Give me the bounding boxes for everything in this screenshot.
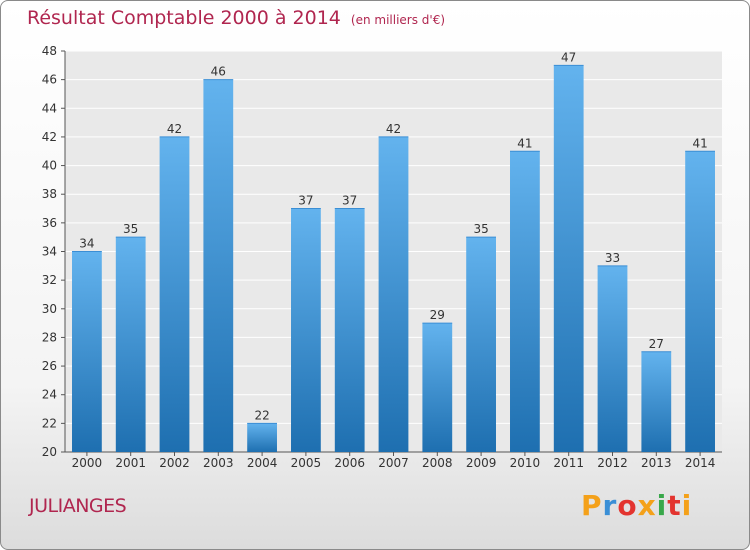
x-tick-label: 2004 xyxy=(247,456,278,470)
data-label: 41 xyxy=(692,136,707,150)
data-label: 27 xyxy=(649,337,664,351)
bar xyxy=(510,151,540,452)
x-tick-label: 2014 xyxy=(685,456,716,470)
y-tick-label: 42 xyxy=(42,130,57,144)
y-tick-label: 32 xyxy=(42,273,57,287)
chart-unit: (en milliers d'€) xyxy=(350,13,446,27)
data-label: 41 xyxy=(517,136,532,150)
data-label: 29 xyxy=(430,308,445,322)
chart-title: Résultat Comptable 2000 à 2014 (en millie… xyxy=(27,7,445,29)
y-tick-label: 22 xyxy=(42,416,57,430)
y-tick-label: 46 xyxy=(42,73,57,87)
bar xyxy=(159,136,190,452)
y-tick-label: 48 xyxy=(42,44,57,58)
y-tick-label: 20 xyxy=(42,445,57,459)
logo-letter: x xyxy=(637,489,657,522)
x-tick-label: 2005 xyxy=(291,456,322,470)
bar xyxy=(422,323,453,452)
bar xyxy=(685,151,715,452)
logo-letter: i xyxy=(656,489,668,522)
x-tick-label: 2011 xyxy=(553,456,584,470)
bar xyxy=(203,79,234,453)
bar xyxy=(466,237,496,452)
x-tick-label: 2000 xyxy=(72,456,103,470)
x-tick-label: 2001 xyxy=(115,456,146,470)
bar xyxy=(115,237,146,452)
x-tick-label: 2003 xyxy=(203,456,234,470)
y-tick-label: 38 xyxy=(42,187,57,201)
bar xyxy=(378,136,409,452)
bar xyxy=(334,208,365,452)
data-label: 35 xyxy=(123,222,138,236)
bar xyxy=(597,265,628,452)
x-tick-label: 2002 xyxy=(159,456,190,470)
y-tick-label: 34 xyxy=(42,245,57,259)
chart-title-text: Résultat Comptable 2000 à 2014 xyxy=(27,7,341,29)
data-label: 34 xyxy=(79,237,94,251)
data-label: 47 xyxy=(561,50,576,64)
y-tick-label: 26 xyxy=(42,359,57,373)
data-label: 37 xyxy=(298,194,313,208)
y-tick-label: 28 xyxy=(42,330,57,344)
logo-letter: t xyxy=(667,489,682,522)
x-tick-label: 2009 xyxy=(466,456,497,470)
x-tick-label: 2012 xyxy=(597,456,628,470)
data-label: 22 xyxy=(254,408,269,422)
bar xyxy=(72,251,102,452)
x-tick-label: 2006 xyxy=(334,456,365,470)
data-label: 42 xyxy=(386,122,401,136)
logo-letter: r xyxy=(602,489,618,522)
bar xyxy=(247,423,277,452)
bar xyxy=(291,208,321,452)
data-label: 35 xyxy=(473,222,488,236)
bar xyxy=(641,351,672,452)
y-tick-label: 44 xyxy=(42,101,57,115)
x-tick-label: 2008 xyxy=(422,456,453,470)
y-tick-label: 30 xyxy=(42,302,57,316)
x-tick-label: 2010 xyxy=(510,456,541,470)
x-tick-label: 2007 xyxy=(378,456,409,470)
y-tick-label: 40 xyxy=(42,159,57,173)
data-label: 46 xyxy=(211,65,226,79)
logo-letter: o xyxy=(617,489,638,522)
proxiti-logo: Proxiti xyxy=(581,489,692,522)
logo-letter: P xyxy=(581,489,603,522)
y-tick-label: 24 xyxy=(42,388,57,402)
data-label: 42 xyxy=(167,122,182,136)
logo-letter: i xyxy=(681,489,693,522)
city-name: JULIANGES xyxy=(29,495,127,517)
data-label: 33 xyxy=(605,251,620,265)
y-tick-label: 36 xyxy=(42,216,57,230)
data-label: 37 xyxy=(342,194,357,208)
x-tick-label: 2013 xyxy=(641,456,672,470)
bar xyxy=(553,65,584,453)
